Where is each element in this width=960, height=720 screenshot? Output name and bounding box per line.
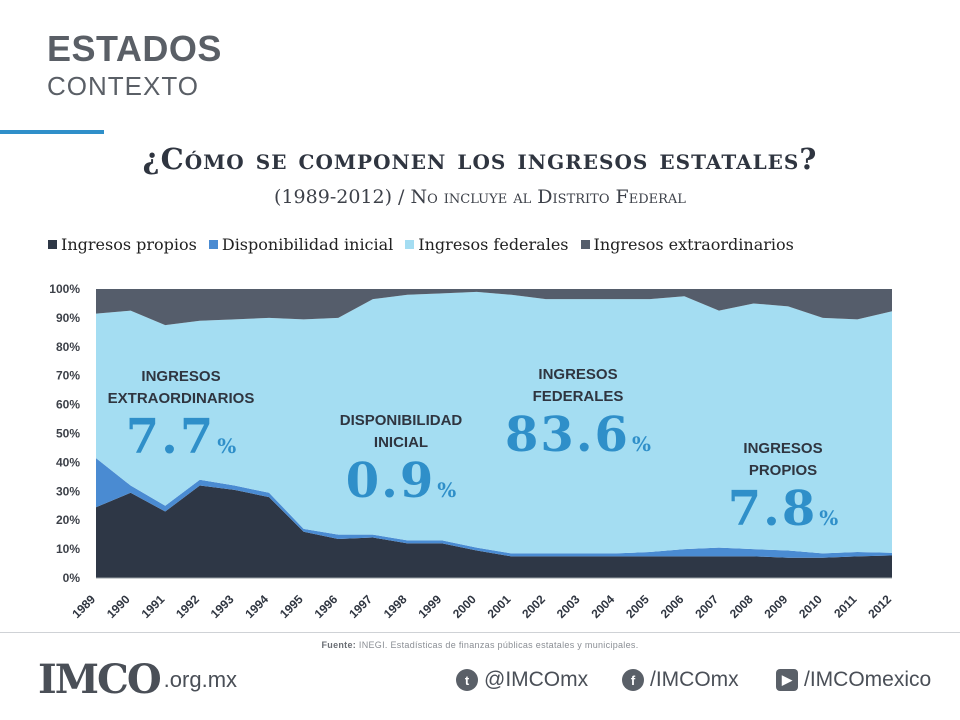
x-tick-label: 2011	[831, 592, 860, 621]
area-series-3	[96, 291, 892, 554]
x-tick-label: 1995	[277, 592, 306, 621]
annotation-value: 7.7%	[96, 410, 266, 473]
x-tick-label: 1989	[69, 592, 98, 621]
annotation-value: 0.9%	[318, 454, 484, 517]
x-tick-label: 2000	[450, 592, 479, 621]
annotation-number: 83.6	[505, 407, 630, 463]
section-title: ESTADOS	[47, 28, 222, 69]
y-tick-label: 80%	[56, 340, 80, 354]
y-tick-label: 100%	[49, 282, 80, 296]
x-tick-label: 1999	[415, 592, 444, 621]
twitter-handle: @IMCOmx	[484, 668, 589, 691]
youtube-handle: /IMCOmexico	[804, 668, 932, 691]
area-series-1	[96, 485, 892, 578]
source-note: Fuente: INEGI. Estadísticas de finanzas …	[0, 640, 960, 650]
annotation-label-line: INGRESOS	[141, 368, 221, 385]
x-tick-label: 2008	[727, 592, 756, 621]
x-tick-label: 2005	[623, 592, 652, 621]
legend-swatch	[405, 240, 415, 249]
x-tick-label: 2004	[588, 592, 617, 621]
legend-swatch	[48, 240, 57, 249]
x-tick-label: 1994	[242, 592, 271, 621]
annotation-value: 83.6%	[500, 408, 656, 471]
x-tick-label: 1992	[173, 592, 202, 621]
y-tick-label: 70%	[56, 369, 80, 383]
x-tick-label: 2012	[865, 592, 894, 621]
facebook-handle: /IMCOmx	[650, 668, 739, 691]
legend-item-ingresos-federales: Ingresos federales	[405, 235, 569, 254]
footer-divider	[0, 632, 960, 633]
annotation-number: 7.8	[727, 481, 818, 537]
source-label: Fuente:	[321, 640, 357, 650]
chart-title: ¿Cómo se componen los ingresos estatales…	[142, 142, 818, 176]
annotation-propios: INGRESOS PROPIOS 7.8%	[718, 438, 848, 545]
section-subtitle: CONTEXTO	[47, 71, 199, 101]
legend-item-ingresos-extraordinarios: Ingresos extraordinarios	[580, 235, 794, 254]
youtube-link[interactable]: ▶ /IMCOmexico	[776, 668, 931, 692]
annotation-number: 0.9	[345, 453, 436, 509]
y-tick-label: 40%	[56, 455, 80, 469]
annotation-number: 7.7	[125, 409, 216, 465]
stacked-area-chart: 0%10%20%30%40%50%60%70%80%90%100%1989 199…	[49, 282, 894, 621]
logo-domain: .org.mx	[163, 666, 238, 692]
source-text: INEGI. Estadísticas de finanzas públicas…	[358, 640, 639, 650]
annotation-label-line: FEDERALES	[532, 388, 624, 405]
y-tick-label: 90%	[56, 311, 80, 325]
legend-swatch	[580, 240, 590, 249]
x-tick-label: 1991	[139, 592, 168, 621]
x-tick-label: 2003	[554, 592, 583, 621]
y-tick-label: 30%	[56, 484, 80, 498]
annotation-label-line: PROPIOS	[748, 462, 818, 479]
y-tick-label: 60%	[56, 398, 80, 412]
legend-label: Ingresos extraordinarios	[593, 235, 794, 254]
legend-label: Ingresos federales	[418, 235, 569, 254]
logo-mark: IMCO	[38, 656, 162, 703]
annotation-extraordinarios: INGRESOS EXTRAORDINARIOS 7.7%	[96, 366, 266, 473]
chart-legend: Ingresos propios Disponibilidad inicial …	[48, 235, 794, 254]
annotation-unit: %	[437, 478, 457, 502]
x-tick-label: 2006	[658, 592, 687, 621]
annotation-value: 7.8%	[718, 482, 848, 545]
y-tick-label: 20%	[56, 513, 80, 527]
legend-item-disponibilidad-inicial: Disponibilidad inicial	[208, 235, 394, 254]
x-tick-label: 2010	[796, 592, 825, 621]
x-tick-label: 2007	[692, 592, 721, 621]
twitter-icon: t	[456, 669, 478, 691]
annotation-disponibilidad: DISPONIBILIDAD INICIAL 0.9%	[318, 410, 484, 517]
annotation-unit: %	[819, 506, 839, 530]
area-series-4	[96, 289, 892, 326]
annotation-label-line: INGRESOS	[538, 366, 618, 383]
x-tick-label: 1993	[208, 592, 237, 621]
x-tick-label: 1996	[312, 592, 341, 621]
annotation-label-line: INGRESOS	[743, 440, 823, 457]
x-tick-label: 2001	[485, 592, 514, 621]
twitter-link[interactable]: t @IMCOmx	[456, 668, 588, 692]
x-tick-label: 2009	[762, 592, 791, 621]
x-tick-label: 2002	[519, 592, 548, 621]
legend-label: Ingresos propios	[61, 235, 197, 254]
y-tick-label: 10%	[56, 542, 80, 556]
legend-label: Disponibilidad inicial	[221, 235, 394, 254]
y-tick-label: 50%	[56, 427, 80, 441]
youtube-icon: ▶	[776, 669, 798, 691]
annotation-unit: %	[217, 434, 237, 458]
facebook-icon: f	[622, 669, 644, 691]
annotation-label-line: EXTRAORDINARIOS	[107, 390, 255, 407]
annotation-unit: %	[631, 432, 651, 456]
chart-subtitle: (1989-2012) / No incluye al Distrito Fed…	[274, 186, 686, 208]
y-tick-label: 0%	[63, 571, 81, 585]
accent-line	[0, 130, 104, 134]
annotation-label-line: DISPONIBILIDAD	[339, 412, 463, 429]
annotation-federales: INGRESOS FEDERALES 83.6%	[500, 364, 656, 471]
annotation-label-line: INICIAL	[373, 434, 429, 451]
x-tick-label: 1997	[346, 592, 375, 621]
legend-item-ingresos-propios: Ingresos propios	[48, 235, 197, 254]
imco-logo[interactable]: IMCO .org.mx	[38, 656, 237, 703]
x-tick-label: 1998	[381, 592, 410, 621]
facebook-link[interactable]: f /IMCOmx	[622, 668, 739, 692]
legend-swatch	[208, 240, 218, 249]
x-tick-label: 1990	[104, 592, 133, 621]
